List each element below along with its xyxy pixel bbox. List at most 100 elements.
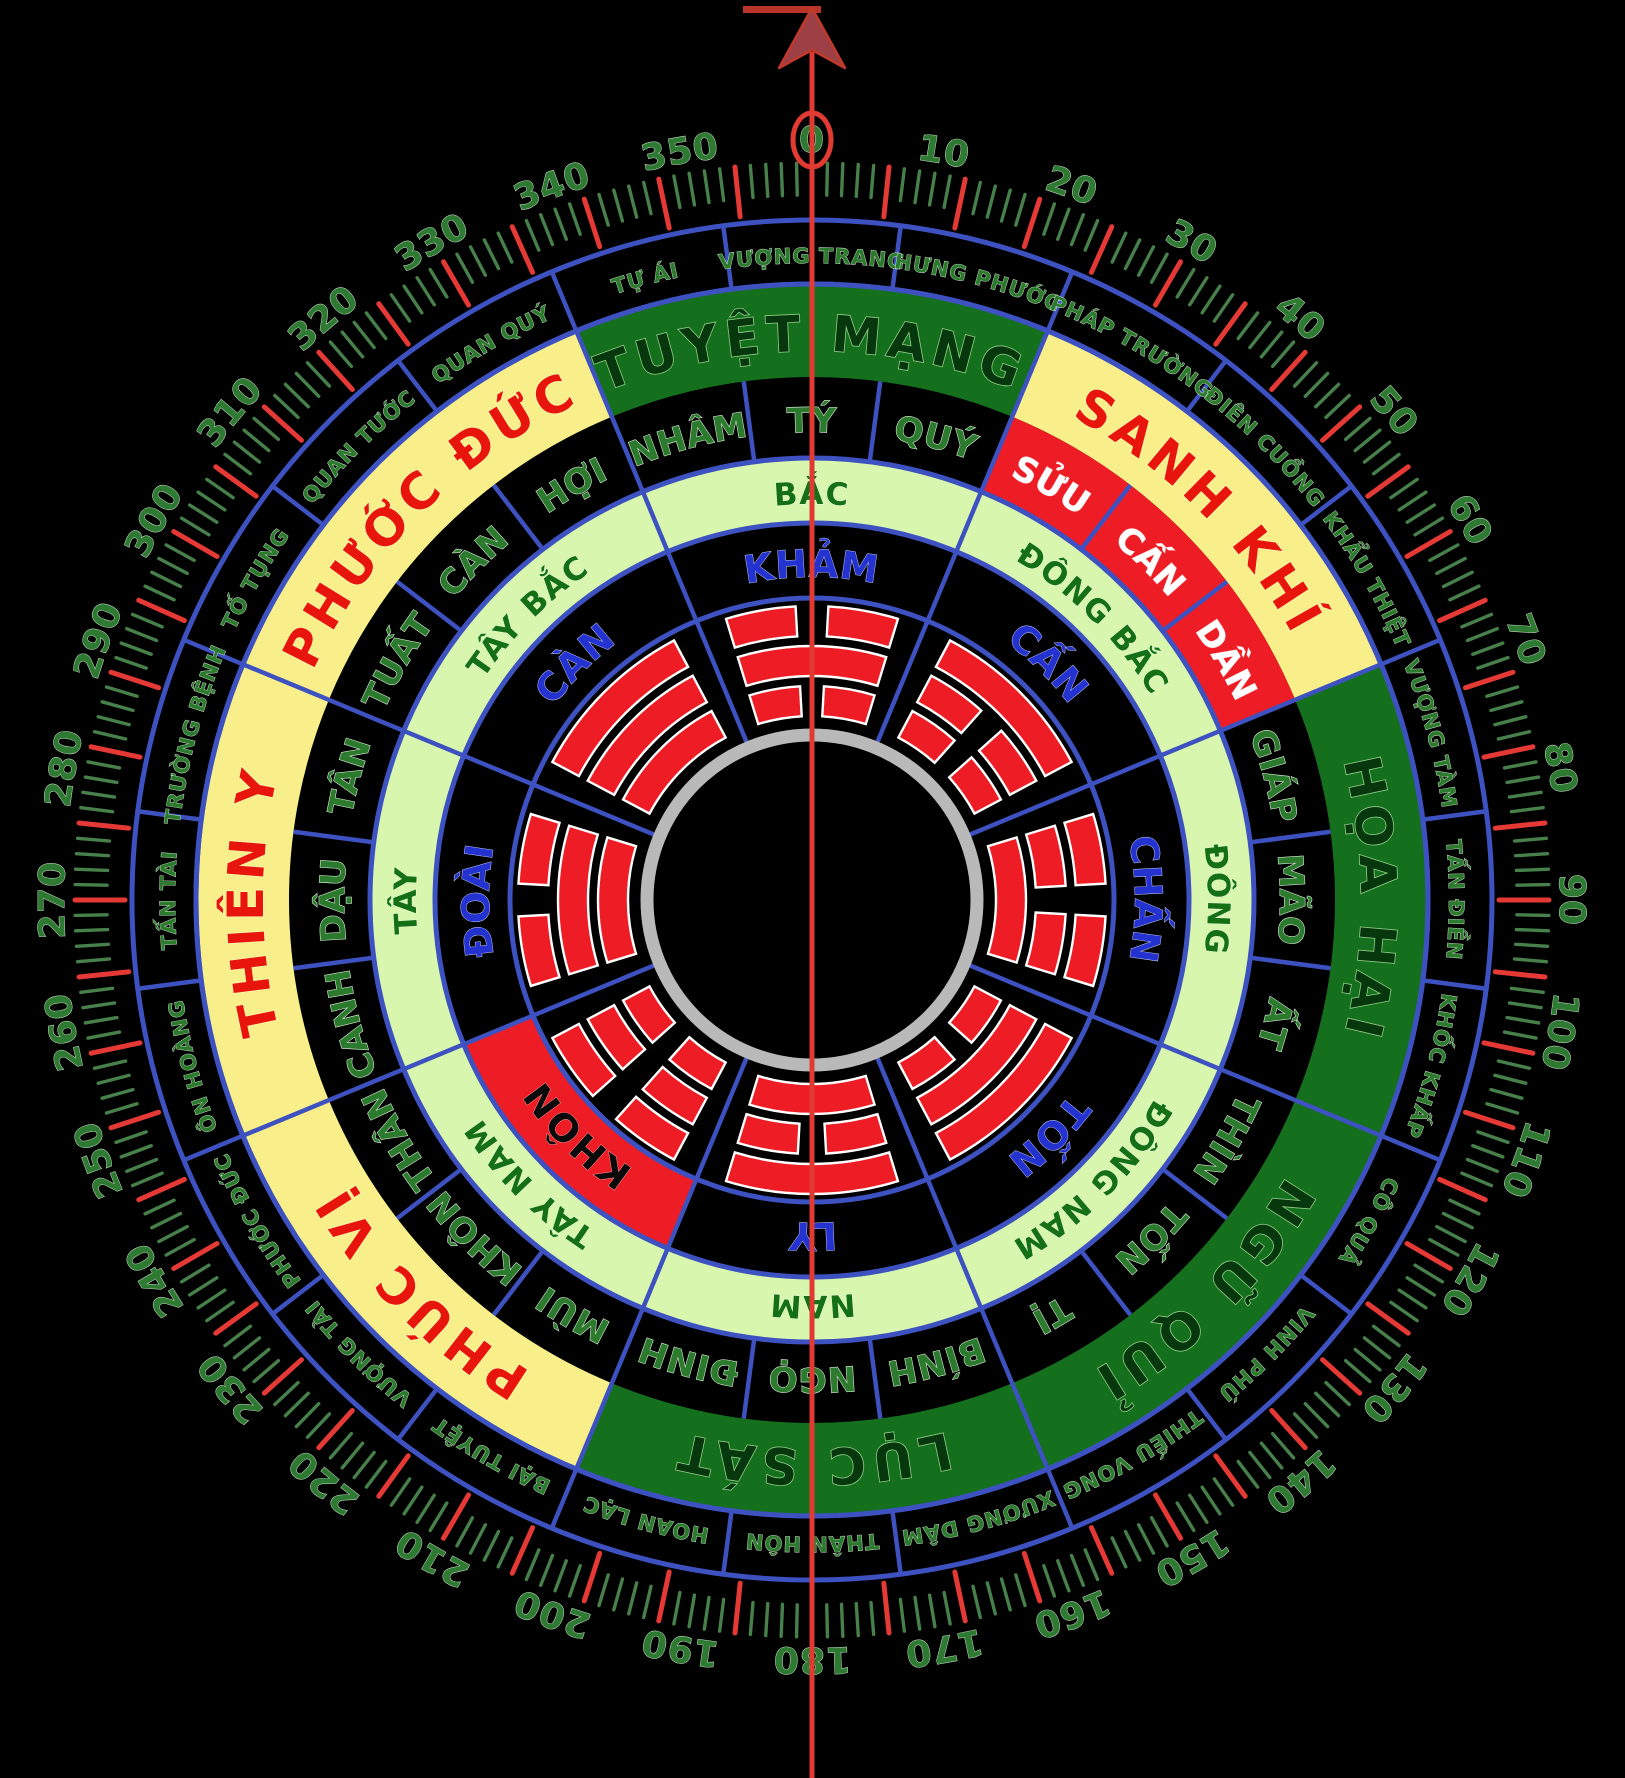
minor-tick [1200, 284, 1222, 315]
minor-tick [702, 169, 711, 205]
major-tick [1365, 1301, 1411, 1336]
minor-tick [1200, 1485, 1222, 1516]
sector-border [402, 1042, 465, 1072]
minor-tick [1505, 1015, 1541, 1025]
auspice-sector-label: THIÊN Y [216, 759, 290, 1042]
minor-tick [364, 311, 388, 341]
minor-tick [1069, 1553, 1086, 1587]
major-tick [76, 820, 132, 831]
major-tick [1021, 1550, 1043, 1604]
minor-cell-border [890, 1510, 903, 1575]
major-tick [881, 164, 892, 220]
minor-tick [764, 1601, 770, 1638]
minor-tick [1303, 371, 1330, 398]
sector-border [968, 782, 1092, 838]
major-tick [732, 1580, 743, 1636]
major-tick [509, 1525, 536, 1576]
major-tick [441, 259, 471, 308]
stem-cell-border [491, 483, 545, 551]
minor-tick [1413, 516, 1445, 537]
sector-border [1010, 330, 1050, 418]
minor-tick [232, 440, 262, 464]
minor-tick [687, 1593, 697, 1629]
minor-tick [1175, 267, 1196, 299]
minor-tick [119, 1144, 153, 1159]
trigram-name-label: ĐOÀI [454, 840, 503, 960]
minor-tick [305, 1412, 332, 1439]
north-arrow-head [777, 6, 847, 70]
minor-tick [1042, 1564, 1057, 1598]
minor-tick [252, 1358, 281, 1384]
sector-border [1010, 1382, 1050, 1470]
minor-tick [74, 942, 111, 948]
minor-cell-border [396, 359, 439, 413]
minor-cell-border [721, 1510, 734, 1575]
minor-tick [627, 1581, 639, 1616]
minor-tick [352, 320, 376, 350]
trigram-line-bar [550, 1022, 617, 1098]
minor-tick [143, 1198, 176, 1216]
minor-tick [130, 1171, 164, 1188]
auspice-sector-bg [1012, 330, 1382, 700]
trigram-line-bar [556, 824, 600, 976]
minor-tick [524, 218, 541, 252]
minor-tick [985, 184, 997, 219]
minor-tick [1428, 543, 1460, 563]
minor-tick [1465, 626, 1499, 643]
minor-tick [73, 913, 109, 918]
major-tick [581, 1550, 603, 1604]
minor-tick [764, 162, 770, 199]
tick-ring [72, 160, 1552, 1640]
minor-cell-border [1045, 270, 1075, 332]
minor-tick [1042, 202, 1057, 236]
minor-tick [971, 1584, 982, 1620]
minor-tick [869, 1600, 876, 1637]
stem-cell-border [609, 415, 645, 493]
minor-tick [1493, 715, 1528, 727]
minor-tick [1188, 276, 1209, 307]
minor-tick [74, 852, 111, 858]
trigram-line-bar [550, 638, 690, 778]
trigram-line-bar [977, 729, 1038, 797]
stem-cell-highlight-bg [1162, 581, 1296, 731]
minor-tick [898, 167, 907, 203]
minor-tick [1188, 1493, 1209, 1524]
major-tick [1492, 820, 1548, 831]
stem-cell-border [293, 955, 375, 971]
auspice-sector-bg [242, 1100, 612, 1470]
minor-tick [340, 330, 365, 359]
minor-tick [352, 1450, 376, 1480]
minor-tick [79, 805, 115, 814]
minor-tick [143, 584, 176, 602]
minor-tick [1441, 570, 1474, 589]
trigram-line-bar [986, 835, 1028, 965]
minor-tick [854, 1601, 860, 1638]
minor-tick [1303, 1402, 1330, 1429]
major-tick [1365, 464, 1411, 499]
minor-tick [305, 361, 332, 388]
minor-tick [1149, 1516, 1169, 1548]
major-tick [376, 301, 411, 347]
minor-tick [567, 202, 582, 236]
minor-tick [927, 1593, 937, 1629]
minor-tick [96, 1073, 131, 1085]
minor-tick [125, 626, 159, 643]
minor-tick [283, 1391, 310, 1418]
major-tick [881, 1580, 892, 1636]
major-tick [732, 164, 743, 220]
minor-tick [794, 161, 799, 197]
minor-tick [1513, 852, 1550, 858]
minor-tick [1512, 957, 1549, 964]
major-tick [136, 597, 187, 624]
minor-tick [496, 231, 514, 264]
trigram-line-bar [821, 685, 877, 726]
trigram-line-bar [621, 984, 677, 1045]
minor-tick [328, 1431, 354, 1460]
minor-cell-border [271, 484, 325, 527]
minor-tick [468, 245, 488, 277]
north-arrow [743, 6, 847, 1778]
minor-tick [1110, 231, 1128, 264]
minor-cell-border [1185, 359, 1228, 413]
sector-border [640, 490, 670, 553]
